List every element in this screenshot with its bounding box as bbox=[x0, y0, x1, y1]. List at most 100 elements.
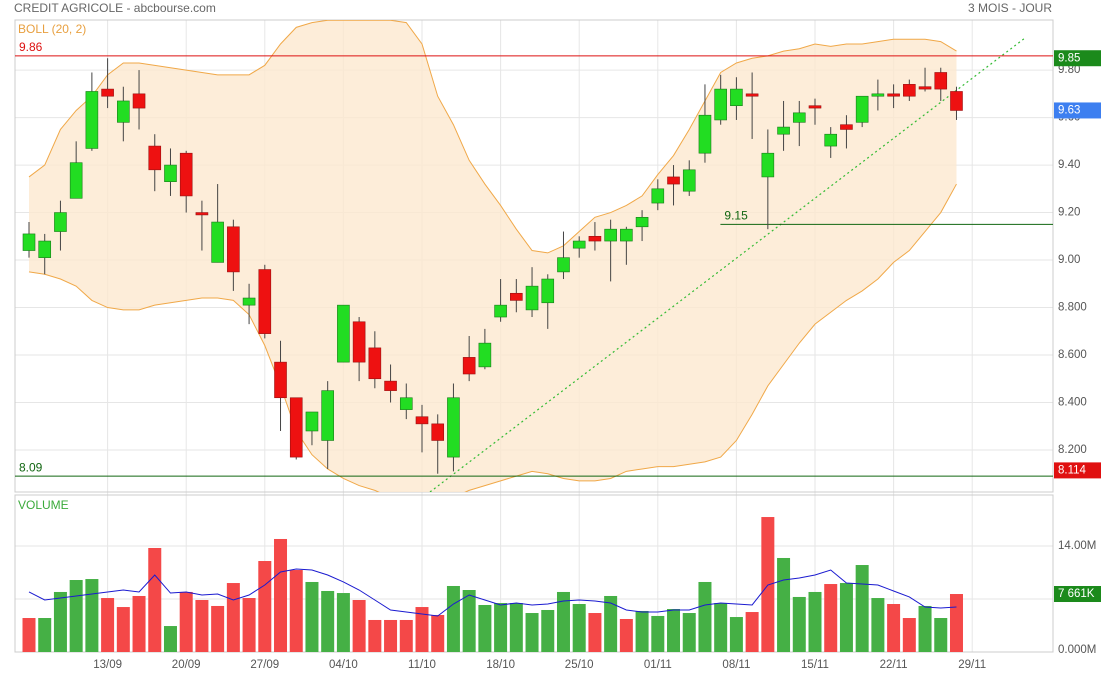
x-tick-label: 13/09 bbox=[93, 659, 122, 671]
candle-body bbox=[604, 228, 617, 242]
volume-bar bbox=[745, 612, 759, 652]
price-marker bbox=[1054, 50, 1101, 67]
candle-body bbox=[840, 124, 853, 130]
volume-bar bbox=[368, 619, 382, 652]
candle-body bbox=[714, 88, 727, 121]
candle-body bbox=[132, 93, 146, 109]
volume-bar bbox=[651, 615, 665, 652]
candle-body bbox=[824, 133, 838, 147]
price-panel bbox=[14, 19, 1054, 493]
price-marker bbox=[1054, 102, 1101, 119]
volume-bar bbox=[635, 610, 649, 652]
candle-body bbox=[792, 112, 806, 123]
volume-bar bbox=[226, 583, 240, 652]
volume-bar bbox=[949, 594, 963, 652]
candle-body bbox=[289, 397, 303, 458]
candle-body bbox=[368, 347, 382, 380]
candle-body bbox=[352, 321, 366, 363]
candle-body bbox=[557, 257, 570, 273]
candles bbox=[15, 55, 1053, 477]
candle-body bbox=[887, 93, 900, 97]
volume-bar bbox=[305, 581, 319, 652]
volume-bar bbox=[808, 591, 822, 652]
candle-body bbox=[305, 411, 319, 432]
candle-body bbox=[117, 100, 130, 123]
candle-body bbox=[588, 235, 602, 242]
volume-bar bbox=[494, 603, 508, 652]
title: CREDIT AGRICOLE - abcbourse.com bbox=[14, 1, 216, 15]
candle-body bbox=[903, 84, 916, 97]
volume-bar bbox=[777, 557, 791, 652]
candle-body bbox=[855, 95, 869, 123]
volume-bar bbox=[163, 626, 177, 652]
y-tick-label: 9.40 bbox=[1058, 159, 1080, 171]
volume-bar bbox=[462, 590, 476, 652]
volume-bar bbox=[38, 618, 52, 652]
volume-bar bbox=[855, 565, 869, 652]
candle-body bbox=[494, 304, 507, 318]
price-marker bbox=[1054, 586, 1101, 603]
candle-body bbox=[950, 91, 963, 111]
candle-body bbox=[179, 152, 193, 197]
volume-bar bbox=[179, 591, 193, 652]
volume-bar bbox=[918, 605, 932, 652]
candle-body bbox=[730, 88, 743, 107]
candle-body bbox=[384, 380, 397, 391]
y-tick-label: 9.00 bbox=[1058, 254, 1080, 266]
y-tick-label: 8.400 bbox=[1058, 397, 1087, 409]
volume-bars bbox=[22, 517, 963, 652]
candle-body bbox=[274, 361, 287, 399]
volume-bar bbox=[415, 607, 429, 652]
price-marker-label: 8.114 bbox=[1058, 464, 1087, 476]
candle-body bbox=[651, 188, 665, 204]
volume-bar bbox=[604, 595, 618, 652]
volume-bar bbox=[667, 609, 681, 652]
bollinger bbox=[28, 20, 957, 492]
volume-bar bbox=[195, 599, 209, 652]
x-tick-label: 08/11 bbox=[722, 659, 750, 671]
volume-bar bbox=[101, 598, 115, 652]
candle-body bbox=[525, 285, 539, 311]
candle-body bbox=[85, 91, 99, 149]
candle-body bbox=[620, 228, 633, 242]
candle-body bbox=[462, 357, 476, 375]
candle-body bbox=[227, 226, 240, 273]
volume-bar bbox=[682, 613, 696, 652]
period: 3 MOIS - JOUR bbox=[968, 1, 1052, 15]
x-tick-label: 22/11 bbox=[880, 659, 908, 671]
candle-body bbox=[635, 216, 649, 228]
x-tick-label: 20/09 bbox=[172, 659, 201, 671]
level-label: 9.86 bbox=[19, 40, 43, 54]
candle-body bbox=[148, 145, 162, 171]
candle-body bbox=[745, 93, 759, 97]
volume-bar bbox=[274, 538, 288, 652]
x-tick-label: 25/10 bbox=[565, 659, 594, 671]
volume-bar bbox=[572, 604, 586, 652]
candle-body bbox=[195, 212, 209, 216]
volume-bar bbox=[22, 618, 36, 652]
candle-body bbox=[258, 269, 272, 334]
candle-body bbox=[667, 176, 680, 185]
x-tick-label: 15/11 bbox=[801, 659, 829, 671]
y-tick-label: 8.200 bbox=[1058, 444, 1087, 456]
candle-body bbox=[415, 416, 429, 425]
volume-bar bbox=[69, 580, 83, 652]
x-tick-label: 11/10 bbox=[408, 659, 436, 671]
volume-bar bbox=[902, 618, 916, 652]
volume-bar bbox=[132, 595, 146, 652]
band-fill bbox=[29, 20, 957, 492]
candle-body bbox=[682, 169, 696, 192]
price-marker-label: 9.63 bbox=[1058, 104, 1080, 116]
candle-body bbox=[541, 278, 555, 304]
candle-body bbox=[871, 93, 885, 97]
level-label: 8.09 bbox=[19, 460, 43, 474]
volume-average bbox=[28, 568, 957, 617]
volume-label: VOLUME bbox=[18, 498, 69, 512]
candle-body bbox=[761, 152, 775, 178]
volume-bar bbox=[839, 583, 853, 652]
candle-body bbox=[478, 342, 492, 368]
volume-tick-label: 14.00M bbox=[1058, 540, 1096, 552]
volume-bar bbox=[541, 609, 555, 652]
volume-bar bbox=[588, 613, 602, 652]
